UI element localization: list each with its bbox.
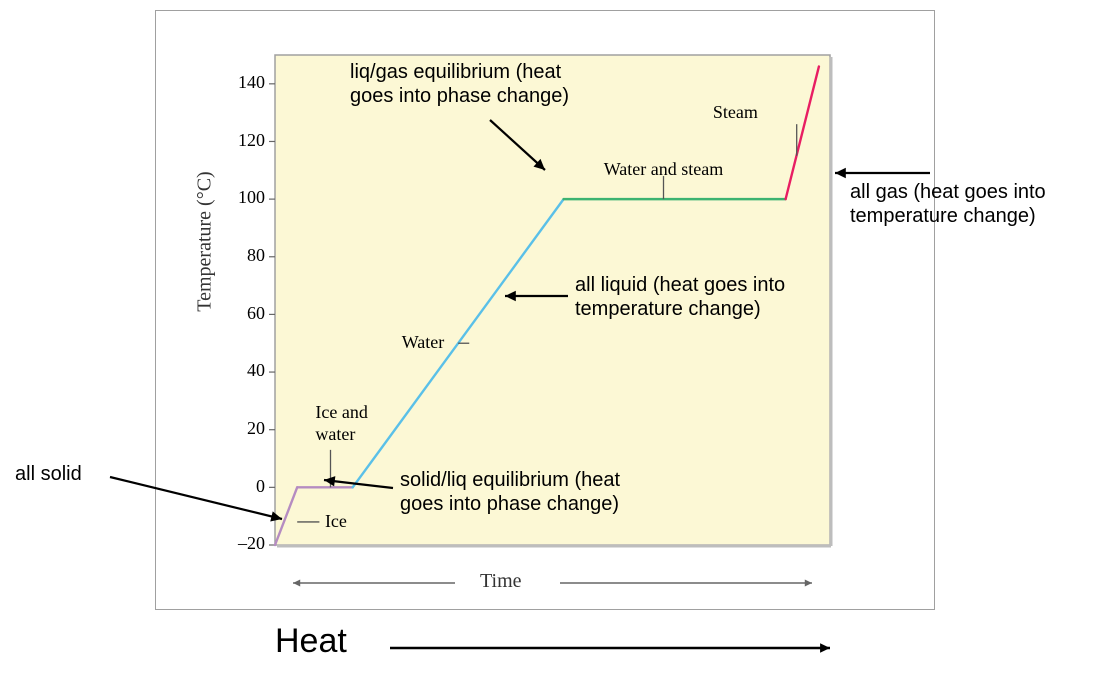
- heat-label: Heat: [275, 622, 347, 661]
- ice-label: Ice: [325, 511, 347, 533]
- ytick-label: –20: [220, 533, 265, 554]
- liq-gas-annotation: liq/gas equilibrium (heat goes into phas…: [350, 60, 620, 108]
- ytick-label: 60: [220, 303, 265, 324]
- time-arrow-right-head: [805, 580, 812, 587]
- y-axis-label: Temperature (°C): [193, 171, 216, 311]
- time-arrow-left-head: [293, 580, 300, 587]
- steam-label: Steam: [713, 102, 758, 124]
- ytick-label: 140: [220, 72, 265, 93]
- time-label: Time: [480, 570, 522, 593]
- ytick-label: 80: [220, 245, 265, 266]
- solid-liq-annotation: solid/liq equilibrium (heat goes into ph…: [400, 468, 680, 516]
- heat-arrow-head: [820, 643, 830, 653]
- all-gas-arrow-head: [835, 168, 846, 178]
- ytick-label: 20: [220, 418, 265, 439]
- water-steam-label: Water and steam: [604, 159, 724, 181]
- ytick-label: 100: [220, 187, 265, 208]
- ice-water-label: Ice and water: [315, 402, 367, 445]
- ytick-label: 40: [220, 360, 265, 381]
- all-liquid-annotation: all liquid (heat goes into temperature c…: [575, 273, 835, 321]
- ytick-label: 120: [220, 130, 265, 151]
- water-label: Water: [402, 332, 445, 354]
- all-solid-annotation: all solid: [15, 462, 110, 486]
- all-gas-annotation: all gas (heat goes into temperature chan…: [850, 180, 1080, 228]
- ytick-label: 0: [220, 476, 265, 497]
